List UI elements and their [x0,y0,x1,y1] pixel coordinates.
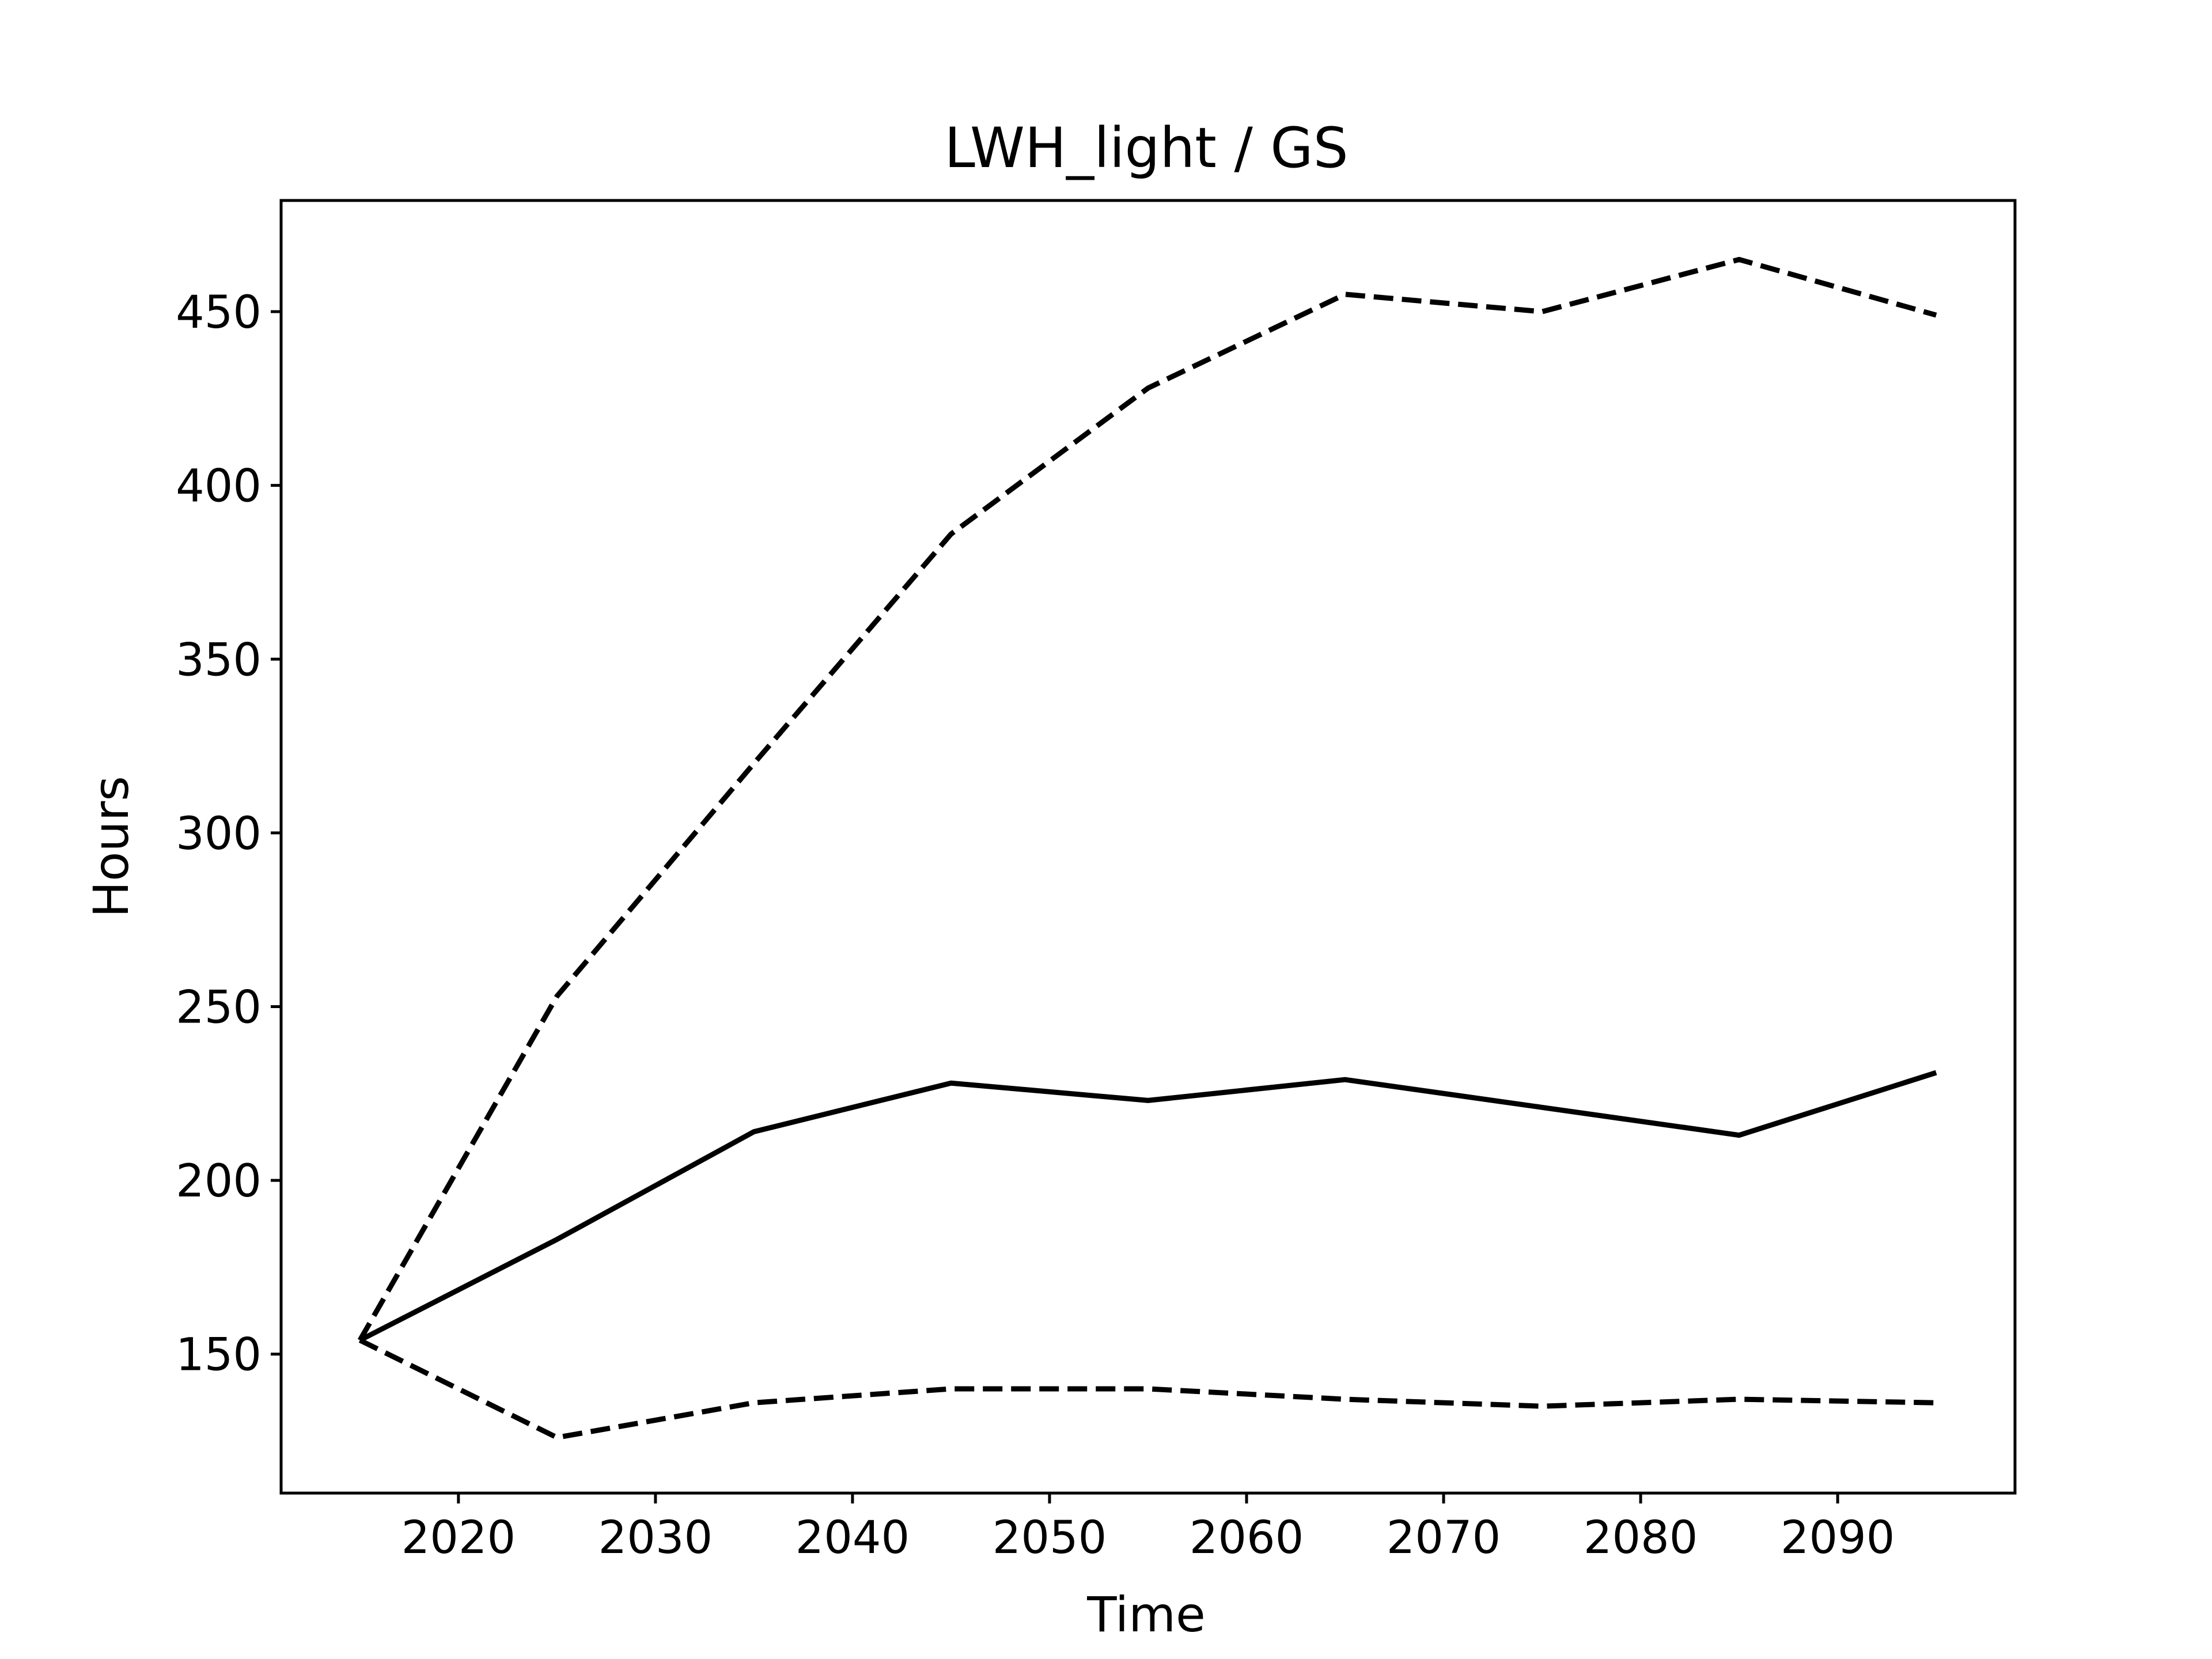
y-tick-label: 350 [176,634,262,686]
series-line-1 [358,1070,1937,1343]
x-tick-label: 2020 [402,1512,516,1564]
x-tick-label: 2070 [1387,1512,1501,1564]
series-line-3 [358,1338,1937,1440]
y-tick-label: 300 [176,808,262,860]
x-tick-label: 2050 [993,1512,1107,1564]
x-tick-label: 2090 [1781,1512,1895,1564]
x-tick-label: 2040 [796,1512,910,1564]
x-tick-label: 2060 [1190,1512,1304,1564]
plot-frame [279,199,2017,1495]
x-tick-label: 2030 [599,1512,713,1564]
x-tick-label: 2080 [1584,1512,1698,1564]
y-tick-label: 200 [176,1156,262,1207]
y-tick-label: 400 [176,461,262,513]
series-line-2 [357,257,1937,1342]
y-tick-label: 150 [176,1330,262,1381]
series-layer [357,257,1937,1440]
y-axis-label: Hours [83,776,139,918]
chart-title: LWH_light / GS [944,116,1348,180]
y-tick-label: 250 [176,982,262,1033]
x-axis: 2020 2030 2040 2050 2060 2070 2080 2090 [402,1493,1895,1564]
y-axis: 150 200 250 300 350 400 450 [176,287,281,1381]
x-axis-label: Time [1086,1586,1206,1643]
y-tick-label: 450 [176,287,262,339]
